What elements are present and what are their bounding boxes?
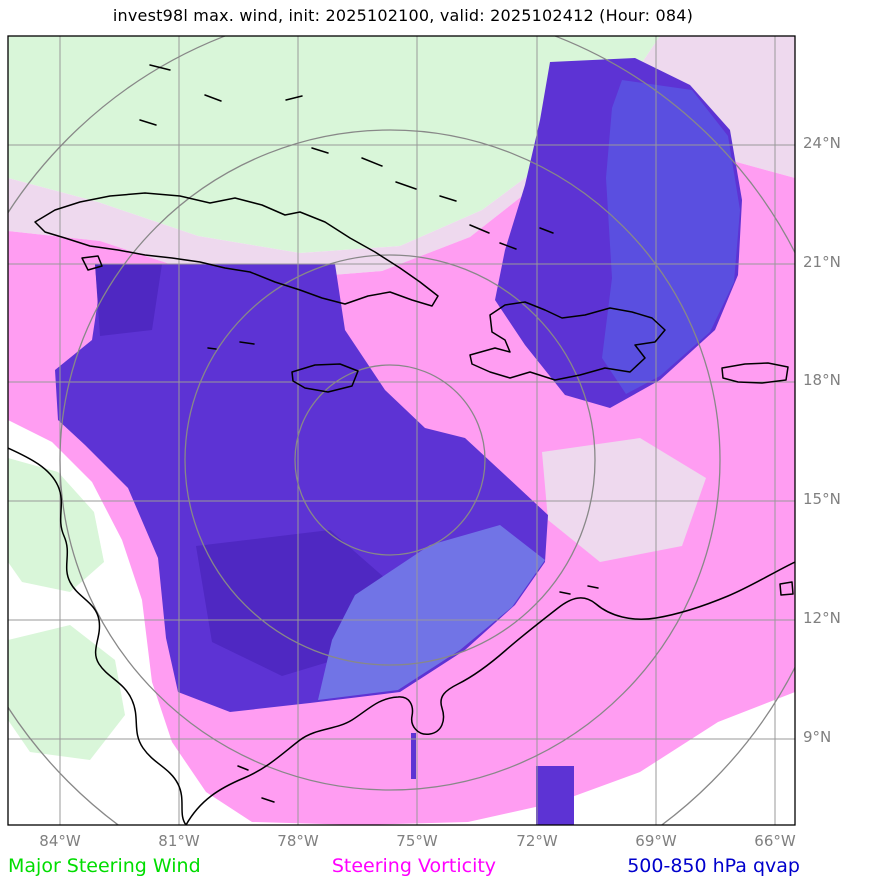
- coastline-puerto-rico: [721, 362, 789, 384]
- legend: Major Steering Wind Steering Vorticity 5…: [8, 855, 800, 877]
- coastline-isle-of-youth: [81, 255, 103, 271]
- lon-label-78w: 78°W: [277, 832, 319, 850]
- lon-label-66w: 66°W: [754, 832, 796, 850]
- legend-major-steering-wind: Major Steering Wind: [8, 855, 201, 877]
- lon-label-81w: 81°W: [158, 832, 200, 850]
- coastline-jamaica: [291, 363, 359, 393]
- figure-title: invest98l max. wind, init: 2025102100, v…: [112, 6, 694, 25]
- lat-label-12n: 12°N: [803, 609, 841, 627]
- dark-purple-patch-upper: [95, 264, 162, 336]
- coastline-cuba: [34, 192, 439, 307]
- coastline-bahamas: [139, 64, 554, 250]
- coastline-cayman-islands: [207, 341, 255, 350]
- lon-label-69w: 69°W: [635, 832, 677, 850]
- coastline-venezuela-islands: [237, 585, 599, 803]
- coastline-south-america: [185, 561, 795, 825]
- lat-label-21n: 21°N: [803, 253, 841, 271]
- coastline-hispaniola: [469, 301, 666, 381]
- lat-label-9n: 9°N: [803, 728, 832, 746]
- blue-shading-northeast-core: [602, 80, 740, 394]
- coastline-trinidad: [779, 581, 794, 596]
- grid-parallels: [8, 144, 795, 740]
- lat-label-18n: 18°N: [803, 371, 841, 389]
- lon-label-72w: 72°W: [516, 832, 558, 850]
- green-shading-left-patch: [8, 458, 104, 592]
- lat-label-24n: 24°N: [803, 134, 841, 152]
- lat-label-15n: 15°N: [803, 490, 841, 508]
- lon-label-84w: 84°W: [39, 832, 81, 850]
- light-blue-shading-patch: [318, 525, 545, 700]
- grid-meridians: [59, 36, 776, 825]
- range-rings: [8, 36, 795, 825]
- coastline-central-america: [8, 447, 187, 825]
- lavender-shading-band: [8, 36, 795, 279]
- purple-shading-bottom-streak: [411, 733, 416, 779]
- legend-qvap: 500-850 hPa qvap: [627, 855, 800, 877]
- lon-label-75w: 75°W: [396, 832, 438, 850]
- legend-steering-vorticity: Steering Vorticity: [331, 855, 497, 877]
- map-frame: [7, 35, 796, 826]
- purple-shading-bottom-blob: [536, 766, 574, 825]
